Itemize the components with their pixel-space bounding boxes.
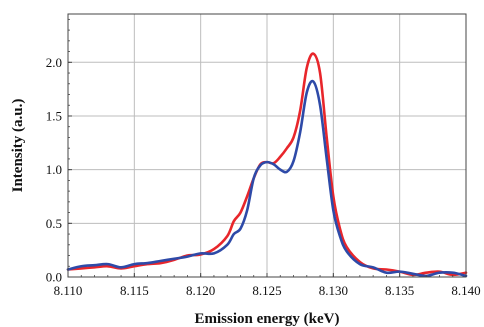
y-tick-label: 1.0: [46, 162, 62, 177]
y-tick-label: 1.5: [46, 108, 62, 123]
x-tick-label: 8.110: [54, 283, 83, 298]
series-group: [66, 52, 468, 278]
x-axis-label: Emission energy (keV): [195, 311, 340, 327]
x-tick-label: 8.140: [451, 283, 480, 298]
x-tick-label: 8.125: [252, 283, 281, 298]
x-tick-label: 8.115: [120, 283, 149, 298]
y-tick-label: 0.0: [46, 270, 62, 285]
series-line-2: [66, 79, 468, 278]
y-axis-label: Intensity (a.u.): [10, 99, 26, 193]
y-tick-label: 0.5: [46, 216, 62, 231]
x-tick-label: 8.135: [385, 283, 414, 298]
x-tick-label: 8.120: [186, 283, 215, 298]
y-axis-ticks: 0.0 0.5 1.0 1.5 2.0: [46, 18, 72, 285]
x-tick-label: 8.130: [319, 283, 348, 298]
grid: [67, 14, 467, 277]
y-tick-label: 2.0: [46, 55, 62, 70]
x-axis-ticks: 8.110 8.115 8.120 8.125 8.130 8.135 8.140: [54, 273, 481, 298]
